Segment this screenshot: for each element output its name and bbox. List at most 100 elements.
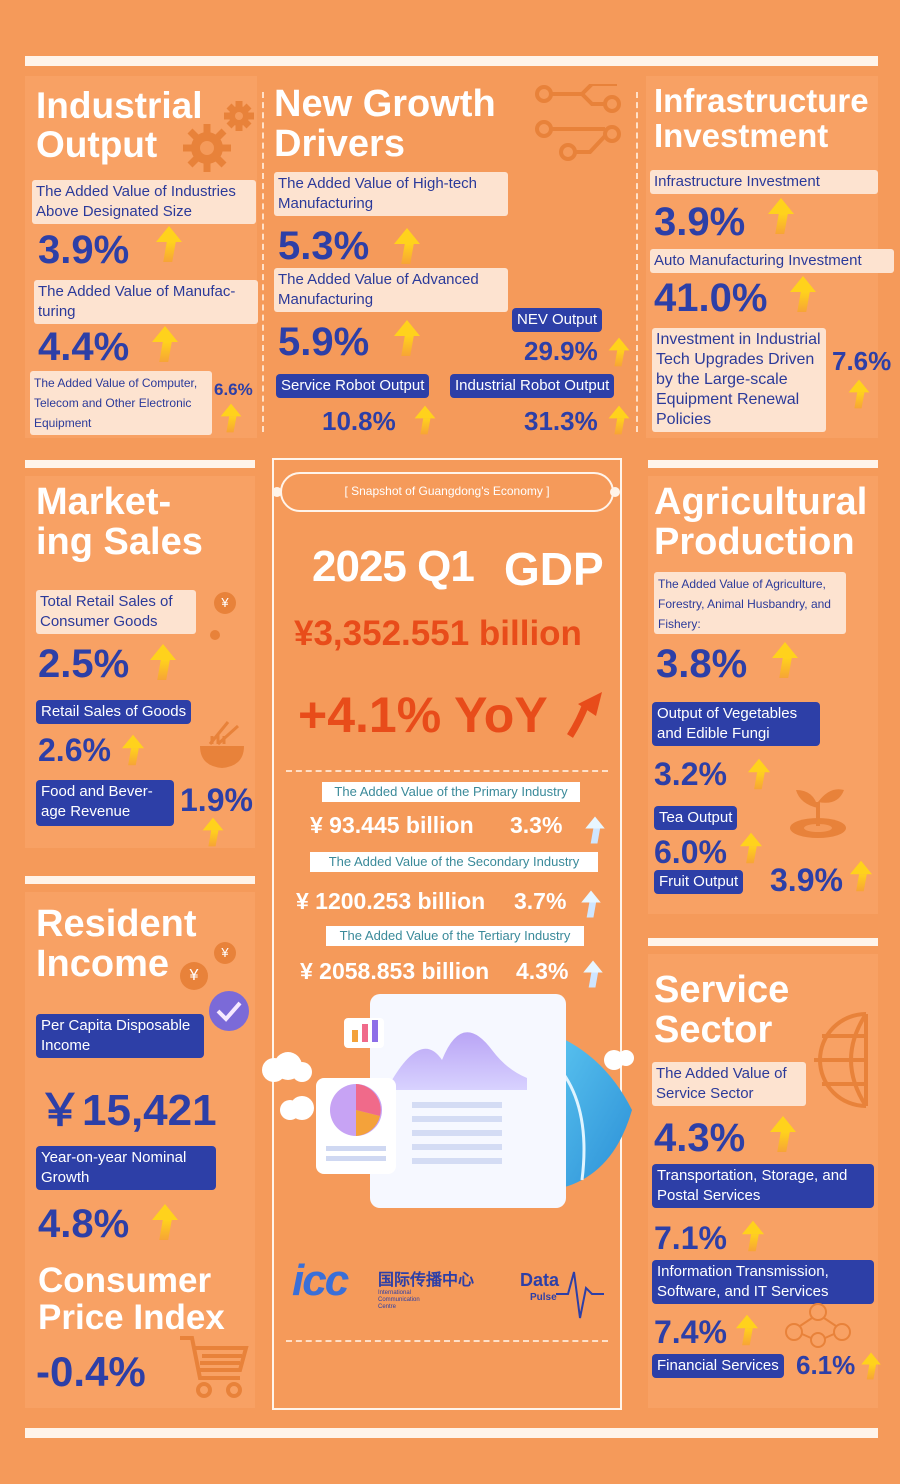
gear-icon bbox=[183, 101, 254, 172]
agri-item-value: 6.0% bbox=[654, 834, 727, 870]
up-arrow-icon bbox=[735, 1314, 759, 1346]
infra-item-value: 3.9% bbox=[654, 200, 746, 244]
agri-item-value: 3.9% bbox=[770, 862, 843, 898]
snapshot-text: [ Snapshot of Guangdong's Economy ] bbox=[344, 484, 550, 498]
service-item-value: 6.1% bbox=[796, 1350, 856, 1380]
icc-logo-cn: 国际传播中心 bbox=[378, 1272, 475, 1289]
up-arrow-icon bbox=[585, 816, 605, 844]
data-pulse-logo: Data bbox=[520, 1270, 560, 1290]
growth-title: New Growth Drivers bbox=[274, 83, 496, 166]
section-divider bbox=[25, 460, 255, 468]
up-arrow-icon bbox=[790, 276, 816, 312]
coin-icon bbox=[210, 630, 220, 640]
up-arrow-icon bbox=[770, 1116, 796, 1152]
cpi-title: Consumer Price Index bbox=[38, 1261, 225, 1338]
secondary-industry-label: The Added Value of the Secondary Industr… bbox=[310, 852, 598, 872]
agri-item-value: 3.8% bbox=[656, 642, 748, 686]
section-divider bbox=[648, 938, 878, 946]
divider bbox=[636, 92, 638, 432]
agri-panel bbox=[648, 476, 878, 914]
yen-icon: ¥ bbox=[214, 592, 236, 614]
industrial-item-value: 3.9% bbox=[38, 228, 130, 272]
growth-item-label: Industrial Robot Output bbox=[450, 374, 615, 398]
bottom-divider bbox=[25, 1428, 878, 1438]
infra-title: Infrastructure Investment bbox=[654, 82, 869, 154]
industrial-item-label: The Added Value of Industries Above Desi… bbox=[32, 180, 256, 224]
tertiary-industry-growth: 4.3% bbox=[516, 958, 569, 984]
primary-industry-amount: ¥ 93.445 billion bbox=[310, 812, 474, 838]
up-arrow-icon bbox=[152, 326, 178, 362]
income-item-value: ￥15,421 bbox=[38, 1086, 217, 1135]
agri-item-label: Tea Output bbox=[654, 806, 738, 830]
primary-industry-label: The Added Value of the Primary Industry bbox=[322, 782, 580, 802]
service-item-label: Transportation, Storage, and Postal Serv… bbox=[652, 1164, 874, 1208]
up-arrow-icon bbox=[394, 320, 420, 356]
cpi-value: -0.4% bbox=[36, 1348, 146, 1395]
up-arrow-icon bbox=[394, 228, 420, 264]
income-item-label: Per Capita Disposable Income bbox=[36, 1014, 204, 1058]
top-divider bbox=[25, 56, 878, 66]
divider bbox=[262, 92, 264, 432]
banner-dot bbox=[610, 487, 620, 497]
up-arrow-icon bbox=[150, 644, 176, 680]
secondary-industry-amount: ¥ 1200.253 billion bbox=[296, 888, 486, 914]
pulse-line-icon bbox=[556, 1271, 604, 1319]
income-title: Resident Income bbox=[36, 903, 197, 986]
up-arrow-icon bbox=[152, 1204, 178, 1240]
up-arrow-icon bbox=[848, 379, 870, 409]
banner-dot bbox=[272, 487, 282, 497]
agri-title: Agricultural Production bbox=[654, 481, 868, 564]
agri-item-label: Fruit Output bbox=[654, 870, 744, 894]
center-panel bbox=[272, 458, 622, 1410]
icc-logo: icc bbox=[292, 1256, 349, 1305]
agri-item-value: 3.2% bbox=[654, 756, 727, 792]
divider bbox=[286, 1340, 608, 1342]
growth-item-label: NEV Output bbox=[512, 308, 603, 332]
marketing-item-value: 1.9% bbox=[180, 782, 253, 818]
marketing-item-value: 2.5% bbox=[38, 642, 130, 686]
noodle-bowl-icon bbox=[200, 721, 244, 768]
income-item-label: Year-on-year Nominal Growth bbox=[36, 1146, 216, 1190]
sprout-icon bbox=[790, 789, 846, 838]
income-item-value: 4.8% bbox=[38, 1202, 130, 1246]
up-arrow-icon bbox=[414, 405, 436, 435]
up-arrow-icon bbox=[772, 642, 798, 678]
growth-item-label: The Added Value of Advanced Manufacturin… bbox=[274, 268, 508, 312]
section-divider bbox=[25, 876, 255, 884]
up-arrow-icon bbox=[741, 1220, 765, 1252]
up-arrow-icon bbox=[861, 1352, 881, 1380]
service-item-value: 4.3% bbox=[654, 1116, 746, 1160]
gdp-growth: +4.1% YoY bbox=[298, 687, 548, 743]
yen-icon: ¥ bbox=[180, 962, 208, 990]
marketing-item-label: Food and Bever-age Revenue bbox=[36, 780, 174, 826]
industrial-item-label: The Added Value of Computer, Telecom and… bbox=[30, 371, 212, 435]
gdp-label: GDP bbox=[504, 543, 604, 595]
up-arrow-icon bbox=[156, 226, 182, 262]
up-arrow-icon bbox=[849, 860, 873, 892]
growth-item-label: Service Robot Output bbox=[276, 374, 430, 398]
check-icon bbox=[209, 991, 249, 1031]
up-arrow-icon bbox=[581, 890, 601, 918]
divider bbox=[286, 770, 608, 772]
industrial-item-value: 4.4% bbox=[38, 325, 130, 369]
growth-item-value: 5.9% bbox=[278, 320, 370, 364]
up-arrow-icon bbox=[121, 734, 145, 766]
marketing-item-value: 2.6% bbox=[38, 732, 111, 768]
infra-item-label: Investment in Industrial Tech Upgrades D… bbox=[652, 328, 826, 432]
marketing-title: Market-ing Sales bbox=[36, 481, 203, 564]
up-arrow-icon bbox=[202, 817, 224, 847]
service-item-value: 7.4% bbox=[654, 1314, 727, 1350]
shopping-cart-icon bbox=[180, 1336, 249, 1398]
marketing-item-label: Total Retail Sales of Consumer Goods bbox=[36, 590, 196, 634]
growth-item-value: 29.9% bbox=[524, 336, 598, 366]
service-title: Service Sector bbox=[654, 969, 790, 1052]
growth-item-value: 5.3% bbox=[278, 224, 370, 268]
globe-icon bbox=[814, 1012, 868, 1108]
agri-item-label: The Added Value of Agriculture, Forestry… bbox=[654, 572, 846, 634]
secondary-industry-growth: 3.7% bbox=[514, 888, 567, 914]
icc-logo-en: International Communication Centre bbox=[378, 1290, 420, 1310]
up-arrow-icon bbox=[768, 198, 794, 234]
industrial-item-value: 6.6% bbox=[214, 380, 253, 399]
infra-item-value: 41.0% bbox=[654, 276, 768, 320]
marketing-item-label: Retail Sales of Goods bbox=[36, 700, 192, 724]
